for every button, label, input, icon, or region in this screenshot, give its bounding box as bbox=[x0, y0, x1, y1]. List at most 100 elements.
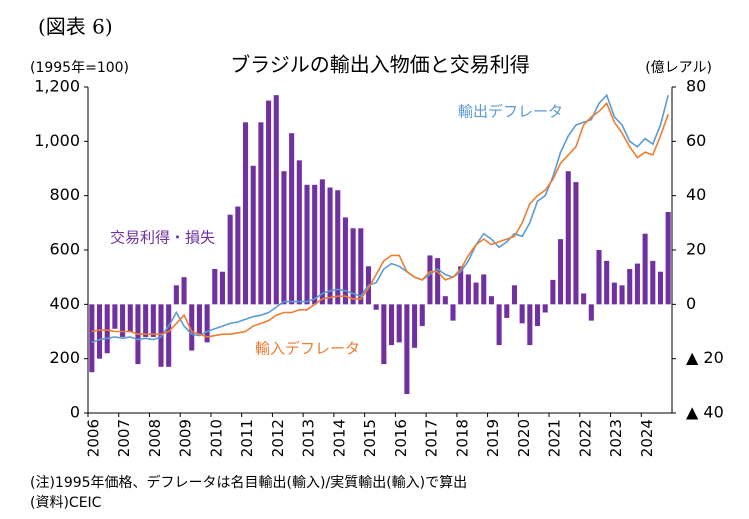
bar bbox=[488, 296, 494, 305]
bar bbox=[619, 285, 625, 305]
bar bbox=[212, 269, 218, 305]
bar bbox=[342, 217, 348, 305]
bar bbox=[358, 228, 364, 305]
bar bbox=[534, 304, 541, 327]
bar bbox=[242, 122, 249, 305]
bar bbox=[296, 160, 302, 305]
x-tick-label: 2007 bbox=[115, 419, 133, 457]
bar bbox=[289, 133, 295, 305]
bar bbox=[481, 274, 487, 305]
bar bbox=[442, 296, 448, 305]
bar bbox=[189, 304, 195, 351]
bar bbox=[104, 304, 110, 354]
bar bbox=[143, 304, 149, 337]
bar bbox=[350, 228, 356, 305]
bar bbox=[581, 293, 587, 305]
y-tick-label: 1,000 bbox=[34, 131, 80, 150]
bar bbox=[419, 304, 425, 327]
bar bbox=[596, 250, 602, 305]
x-tick-label: 2011 bbox=[238, 419, 256, 457]
bar bbox=[496, 304, 502, 346]
x-tick-label: 2015 bbox=[361, 419, 379, 457]
y2-tick-label: 60 bbox=[686, 131, 706, 150]
bar bbox=[120, 304, 126, 337]
bar bbox=[173, 285, 179, 305]
y2-axis-label: (億レアル) bbox=[645, 60, 712, 76]
series-label: 交易利得・損失 bbox=[110, 229, 215, 247]
bar bbox=[89, 304, 95, 373]
bar bbox=[634, 263, 640, 305]
y-tick-label: 200 bbox=[49, 348, 80, 367]
x-tick-label: 2017 bbox=[423, 419, 441, 457]
bar bbox=[519, 304, 525, 324]
x-tick-label: 2016 bbox=[392, 419, 410, 457]
y2-tick-label: 40 bbox=[686, 185, 706, 204]
bar bbox=[435, 258, 441, 305]
bar bbox=[458, 266, 464, 305]
y2-tick-label: 20 bbox=[686, 240, 706, 259]
x-tick-label: 2023 bbox=[607, 419, 625, 457]
bar bbox=[450, 304, 456, 321]
bar bbox=[665, 211, 671, 305]
bar bbox=[627, 269, 633, 305]
y-tick-label: 400 bbox=[49, 294, 80, 313]
y-axis-label: (1995年=100) bbox=[30, 60, 129, 76]
y2-tick-label: ▲ 20 bbox=[686, 348, 724, 367]
x-tick-label: 2021 bbox=[546, 419, 564, 457]
bar bbox=[550, 279, 556, 305]
note: (注)1995年価格、デフレータは名目輸出(輸入)/実質輸出(輸入)で算出 bbox=[30, 474, 467, 491]
bar bbox=[404, 304, 410, 394]
bar bbox=[588, 304, 594, 321]
bar bbox=[473, 282, 479, 305]
bar bbox=[604, 260, 610, 305]
bar bbox=[319, 179, 325, 305]
line bbox=[91, 101, 669, 338]
bar bbox=[235, 206, 241, 305]
y-tick-label: 1,200 bbox=[34, 77, 80, 96]
bar bbox=[511, 285, 518, 305]
bar bbox=[465, 274, 471, 305]
x-tick-label: 2022 bbox=[576, 419, 594, 457]
x-tick-label: 2013 bbox=[300, 419, 318, 457]
bar bbox=[96, 304, 103, 359]
y-tick-label: 0 bbox=[70, 403, 80, 422]
bar bbox=[527, 304, 533, 346]
bar bbox=[266, 100, 272, 305]
bar bbox=[542, 304, 548, 313]
y-tick-label: 800 bbox=[49, 185, 80, 204]
bar bbox=[642, 233, 648, 305]
x-tick-label: 2024 bbox=[638, 419, 656, 457]
series-label: 輸出デフレータ bbox=[458, 103, 563, 121]
y2-tick-label: ▲ 40 bbox=[686, 403, 724, 422]
bar bbox=[558, 239, 564, 305]
bar bbox=[281, 171, 287, 305]
bar bbox=[650, 260, 656, 305]
bar bbox=[327, 187, 333, 305]
bar bbox=[112, 304, 118, 329]
x-tick-label: 2018 bbox=[453, 419, 471, 457]
bar bbox=[388, 304, 395, 346]
figure-label: (図表 6) bbox=[38, 15, 113, 39]
bar bbox=[258, 122, 264, 305]
bar bbox=[227, 214, 233, 305]
bar bbox=[312, 184, 318, 305]
bar bbox=[304, 184, 310, 305]
bar bbox=[181, 277, 187, 305]
x-tick-label: 2020 bbox=[515, 419, 533, 457]
x-tick-label: 2010 bbox=[207, 419, 225, 457]
bar bbox=[335, 190, 341, 305]
bar bbox=[250, 165, 256, 305]
bar bbox=[381, 304, 387, 365]
bar bbox=[611, 282, 617, 305]
y2-tick-label: 0 bbox=[686, 294, 696, 313]
x-tick-label: 2012 bbox=[269, 419, 287, 457]
series-label: 輸入デフレータ bbox=[255, 340, 360, 358]
line bbox=[91, 93, 669, 344]
bar bbox=[573, 182, 579, 305]
chart-title: ブラジルの輸出入物価と交易利得 bbox=[230, 53, 530, 77]
y2-tick-label: 80 bbox=[686, 77, 706, 96]
bar bbox=[396, 304, 402, 343]
y-tick-label: 600 bbox=[49, 240, 80, 259]
bar bbox=[657, 271, 664, 305]
